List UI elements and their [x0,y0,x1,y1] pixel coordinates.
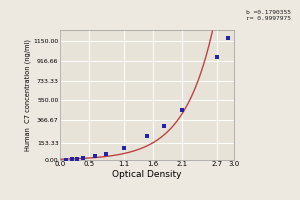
Point [122,146,126,150]
Point [162,125,167,128]
Point [92,155,97,158]
Point [214,55,219,59]
Point [104,152,109,155]
Point [69,158,74,161]
Point [75,157,80,161]
Point [81,156,85,160]
Point [179,109,184,112]
Point [226,36,231,39]
Point [63,158,68,161]
Text: b =0.1790355
r= 0.9997975: b =0.1790355 r= 0.9997975 [246,10,291,21]
Y-axis label: Human  C7 concentration (ng/ml): Human C7 concentration (ng/ml) [24,39,31,151]
X-axis label: Optical Density: Optical Density [112,170,182,179]
Point [145,135,149,138]
